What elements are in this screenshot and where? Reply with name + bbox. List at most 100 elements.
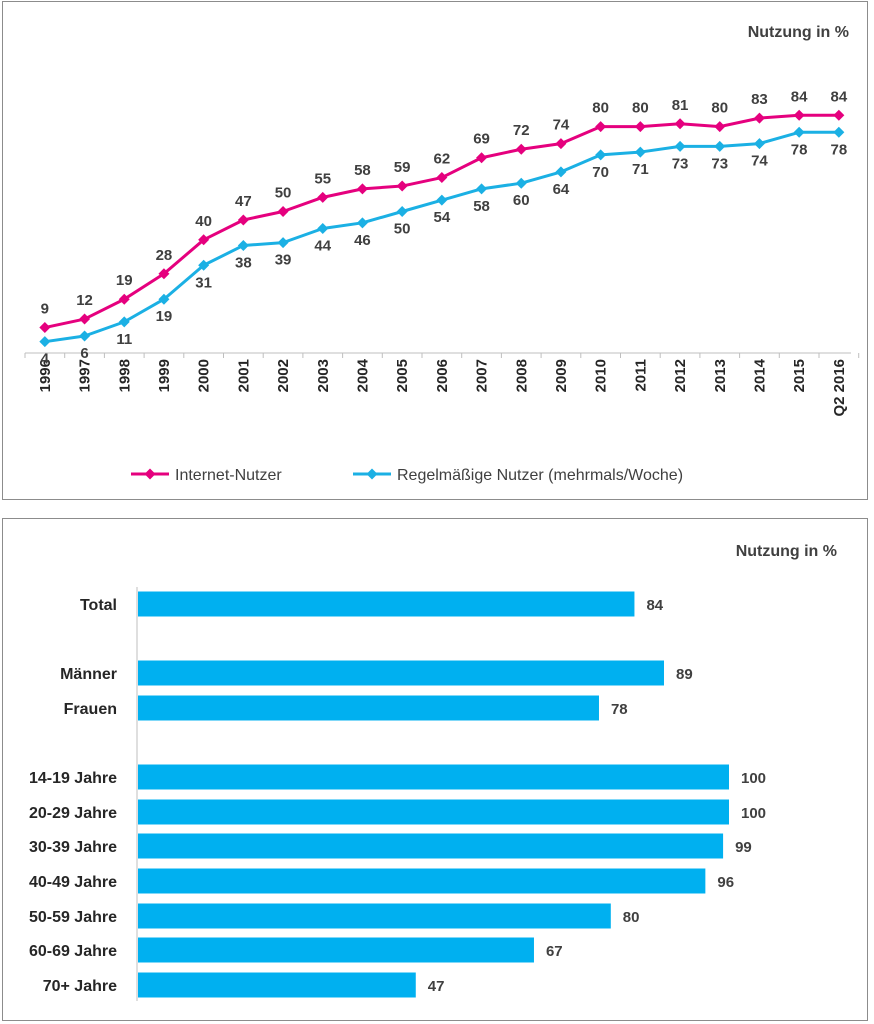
bar	[138, 868, 706, 894]
x-tick-label: 2008	[513, 359, 530, 392]
data-point	[793, 109, 805, 121]
data-point	[833, 109, 845, 121]
data-point	[317, 222, 329, 234]
x-tick-label: 2012	[672, 359, 689, 392]
data-label: 81	[672, 97, 689, 114]
bar-value-label: 78	[611, 701, 628, 718]
data-label: 46	[354, 232, 371, 249]
bar	[138, 764, 729, 790]
data-label: 84	[791, 88, 808, 105]
bar-chart-panel: Nutzung in % Total 84 Männer 89 Frauen 78 14-19…	[2, 518, 868, 1021]
data-label: 38	[235, 254, 252, 271]
data-label: 78	[831, 141, 848, 158]
chart-title: Nutzung in %	[748, 24, 849, 41]
category-label: 20-29 Jahre	[29, 805, 117, 822]
data-point	[476, 183, 488, 195]
data-point	[396, 180, 408, 192]
bar	[138, 937, 534, 963]
x-tick-label: 2006	[434, 359, 451, 392]
data-point	[793, 126, 805, 138]
data-point	[833, 126, 845, 138]
data-point	[555, 138, 567, 150]
category-label: Männer	[60, 666, 117, 683]
x-tick-label: 1999	[156, 359, 173, 392]
data-point	[79, 313, 91, 325]
data-label: 60	[513, 192, 530, 209]
data-label: 78	[791, 141, 808, 158]
bar-value-label: 96	[717, 874, 734, 891]
data-point	[634, 121, 646, 133]
bar-value-label: 47	[428, 978, 445, 995]
x-tick-label: 1998	[116, 359, 133, 392]
bar-value-label: 100	[741, 805, 766, 822]
data-point	[198, 234, 210, 246]
data-point	[714, 121, 726, 133]
data-point	[317, 191, 329, 203]
data-label: 83	[751, 91, 768, 108]
bar	[138, 695, 599, 721]
data-point	[674, 118, 686, 130]
chart-title: Nutzung in %	[736, 543, 837, 560]
data-point	[118, 316, 130, 328]
data-label: 12	[76, 292, 93, 309]
data-label: 50	[275, 185, 292, 202]
x-tick-label: 2005	[394, 359, 411, 392]
data-label: 58	[473, 198, 490, 215]
data-label: 58	[354, 162, 371, 179]
x-tick-label: 2015	[791, 359, 808, 392]
data-point	[277, 237, 289, 249]
x-tick-label: 2007	[474, 359, 491, 392]
data-label: 73	[711, 155, 728, 172]
bar-value-label: 100	[741, 770, 766, 787]
data-label: 47	[235, 193, 252, 210]
data-point	[79, 330, 91, 342]
data-point	[476, 152, 488, 164]
data-point	[595, 149, 607, 161]
data-label: 55	[314, 170, 331, 187]
category-label: Frauen	[64, 701, 117, 718]
category-label: Total	[80, 597, 117, 614]
bar-value-label: 99	[735, 839, 752, 856]
x-tick-label: 2001	[235, 359, 252, 392]
x-tick-label: 2010	[593, 359, 610, 392]
data-label: 80	[632, 100, 649, 117]
data-label: 28	[156, 247, 173, 264]
data-point	[634, 146, 646, 158]
data-label: 70	[592, 164, 609, 181]
category-label: 14-19 Jahre	[29, 770, 117, 787]
data-label: 74	[751, 153, 768, 170]
data-point	[118, 293, 130, 305]
data-label: 74	[553, 117, 570, 134]
category-label: 30-39 Jahre	[29, 839, 117, 856]
data-label: 62	[434, 151, 451, 168]
data-point	[39, 336, 51, 348]
data-label: 6	[80, 345, 88, 362]
line-chart-panel: Nutzung in % 1996 1997 1998 1999 2000 2001 2002…	[2, 1, 868, 500]
bar-value-label: 80	[623, 909, 640, 926]
data-label: 69	[473, 131, 490, 148]
data-point	[396, 206, 408, 217]
data-label: 59	[394, 159, 411, 176]
category-label: 60-69 Jahre	[29, 943, 117, 960]
data-point	[356, 217, 368, 229]
data-point	[277, 206, 289, 217]
data-label: 80	[592, 100, 609, 117]
data-point	[237, 214, 249, 226]
bar-value-label: 89	[676, 666, 693, 683]
legend-label: Regelmäßige Nutzer (mehrmals/Woche)	[397, 467, 683, 484]
x-tick-label: 2002	[275, 359, 292, 392]
bar	[138, 799, 729, 825]
data-point	[674, 140, 686, 152]
data-label: 73	[672, 155, 689, 172]
data-point	[515, 177, 527, 189]
data-label: 40	[195, 213, 212, 230]
data-point	[753, 112, 765, 124]
data-point	[356, 183, 368, 195]
x-tick-label: 2000	[196, 359, 213, 392]
category-label: 70+ Jahre	[43, 978, 117, 995]
bar-value-label: 84	[646, 597, 663, 614]
data-label: 72	[513, 122, 530, 139]
bar-value-label: 67	[546, 943, 563, 960]
x-tick-label: 2011	[632, 359, 649, 392]
data-point	[753, 138, 765, 150]
